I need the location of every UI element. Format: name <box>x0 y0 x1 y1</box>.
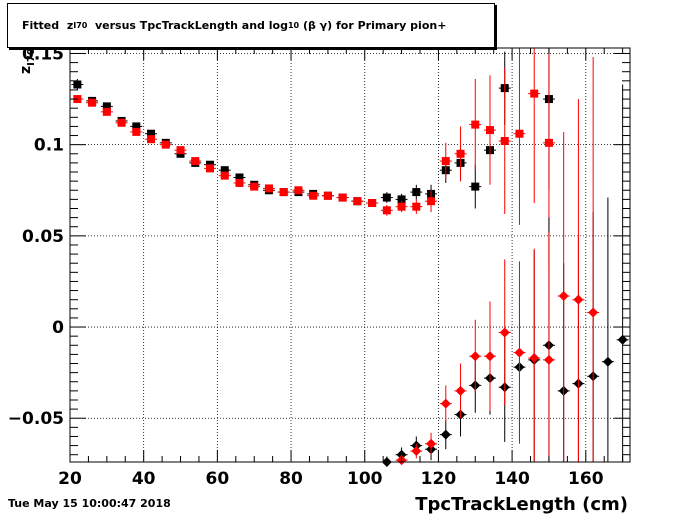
data-point-diamond <box>499 327 510 338</box>
x-tick-label: 120 <box>421 469 457 489</box>
data-point-diamond <box>543 354 554 365</box>
data-point-square <box>382 193 391 202</box>
y-axis-label: zI70 <box>18 48 37 74</box>
data-point-square <box>544 138 553 147</box>
data-point-diamond <box>602 356 613 367</box>
data-point-square <box>382 206 391 215</box>
data-point-square <box>500 137 509 146</box>
data-point-diamond <box>426 438 437 449</box>
data-point-square <box>73 80 82 89</box>
data-point-diamond <box>514 347 525 358</box>
y-axis-label-sub: I70 <box>26 48 37 66</box>
data-point-square <box>427 197 436 206</box>
title-suffix: (β γ) for Primary pion+ <box>302 19 447 32</box>
data-point-square <box>220 166 229 175</box>
data-point-square <box>206 164 214 173</box>
x-tick-label: 100 <box>347 469 383 489</box>
data-point-square <box>309 191 318 200</box>
x-tick-label: 140 <box>494 469 530 489</box>
y-tick-label: 0 <box>52 318 64 338</box>
y-tick-label: 0.15 <box>22 44 64 64</box>
series-3 <box>395 57 600 466</box>
data-point-square <box>191 157 200 166</box>
data-point-square <box>117 118 126 127</box>
data-point-square <box>397 195 406 204</box>
title-prefix: Fitted <box>22 19 60 32</box>
data-point-square <box>235 173 244 182</box>
y-tick-label: 0.05 <box>22 227 64 247</box>
data-point-diamond <box>470 351 481 362</box>
data-point-square <box>250 182 259 191</box>
svg-text:zI70: zI70 <box>18 48 37 74</box>
data-point-square <box>471 120 480 129</box>
data-point-diamond <box>588 307 599 318</box>
x-tick-label: 60 <box>206 469 230 489</box>
data-point-square <box>176 146 185 155</box>
data-point-square <box>397 202 406 211</box>
data-point-square <box>279 188 288 197</box>
data-point-square <box>486 126 494 135</box>
grid <box>69 48 630 462</box>
data-point-square <box>530 89 539 98</box>
axis-ticks <box>69 48 630 462</box>
data-point-square <box>323 191 332 200</box>
data-point-square <box>161 140 170 149</box>
data-point-diamond <box>558 291 569 302</box>
data-point-square <box>102 107 111 116</box>
data-point-square <box>132 122 141 131</box>
data-point-square <box>412 202 421 211</box>
data-point-diamond <box>440 429 451 440</box>
chart-title: Fitted z I70 versus TpcTrackLength and lo… <box>7 3 495 48</box>
data-point-square <box>515 129 524 138</box>
x-axis-label: TpcTrackLength (cm) <box>415 494 628 514</box>
y-axis-label-main: z <box>18 66 34 74</box>
data-point-diamond <box>573 294 584 305</box>
data-point-square <box>471 182 480 191</box>
data-point-square <box>368 199 377 208</box>
y-tick-label: −0.05 <box>8 409 64 429</box>
data-point-diamond <box>529 353 540 364</box>
title-z-sub: I70 <box>73 21 88 30</box>
data-point-diamond <box>440 398 451 409</box>
data-point-square <box>294 186 303 195</box>
data-point-square <box>456 149 465 158</box>
tick-labels: 20 40 60 80 100 120 140 160 −0.05 0 0.05 0.1 0.15 <box>8 44 604 489</box>
data-point-square <box>338 193 347 202</box>
x-tick-label: 160 <box>568 469 604 489</box>
data-point-square <box>235 178 244 187</box>
data-point-square <box>264 184 273 193</box>
data-point-square <box>132 127 141 136</box>
x-tick-label: 40 <box>132 469 156 489</box>
data-point-square <box>147 135 156 144</box>
data-point-square <box>353 197 362 206</box>
plot-frame <box>69 47 631 463</box>
data-marks <box>71 48 629 467</box>
data-point-square <box>412 188 421 197</box>
data-point-diamond <box>485 351 495 362</box>
data-point-square <box>441 157 450 166</box>
data-point-diamond <box>411 446 422 457</box>
timestamp: Tue May 15 10:00:47 2018 <box>8 497 171 510</box>
title-log-sub: 10 <box>287 21 300 30</box>
data-point-diamond <box>455 385 466 396</box>
y-tick-label: 0.1 <box>34 136 64 156</box>
data-point-diamond <box>617 334 628 345</box>
title-mid: versus TpcTrackLength and log <box>95 19 288 32</box>
data-point-square <box>220 171 229 180</box>
data-point-square <box>147 129 156 138</box>
data-point-square <box>102 102 111 111</box>
x-tick-label: 20 <box>58 469 82 489</box>
data-point-square <box>88 98 97 107</box>
series-1 <box>71 48 555 271</box>
x-tick-label: 80 <box>279 469 303 489</box>
title-z: z <box>66 19 74 32</box>
